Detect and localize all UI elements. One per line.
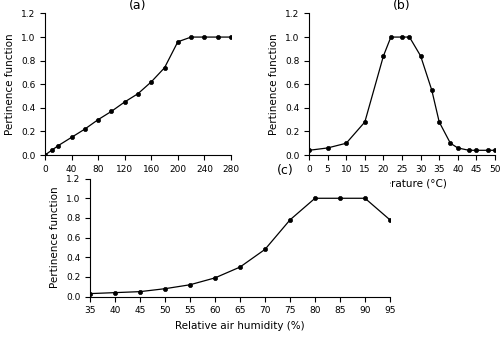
Text: (a): (a) (129, 0, 146, 12)
Y-axis label: Pertinence function: Pertinence function (270, 33, 280, 135)
X-axis label: Rainfall (mm): Rainfall (mm) (102, 179, 173, 189)
Y-axis label: Pertinence function: Pertinence function (6, 33, 16, 135)
Y-axis label: Pertinence function: Pertinence function (50, 187, 60, 288)
Text: (c): (c) (276, 164, 293, 177)
X-axis label: Temperature (°C): Temperature (°C) (357, 179, 447, 189)
Text: (b): (b) (393, 0, 411, 12)
X-axis label: Relative air humidity (%): Relative air humidity (%) (175, 321, 305, 331)
